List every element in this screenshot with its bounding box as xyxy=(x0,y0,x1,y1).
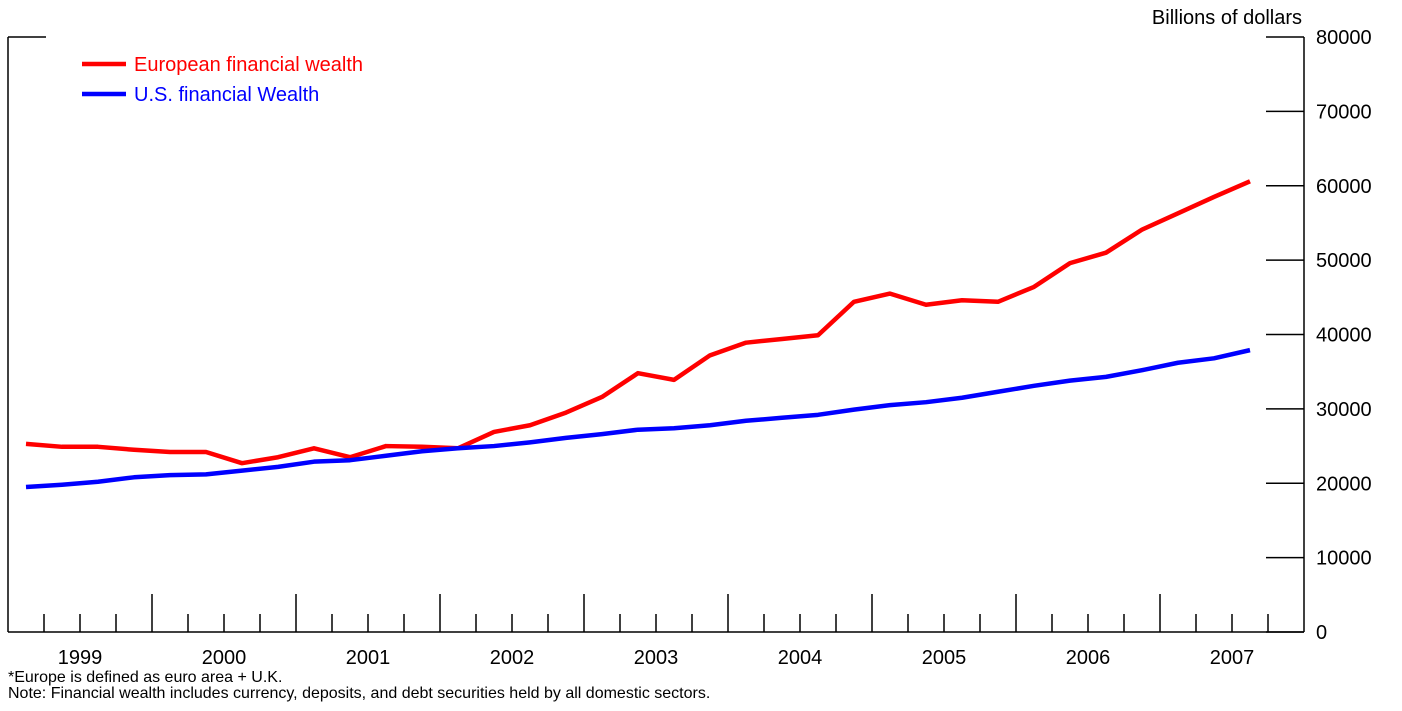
y-tick-label: 10000 xyxy=(1316,548,1372,570)
x-tick-label: 2001 xyxy=(346,647,391,669)
footnote: *Europe is defined as euro area + U.K. xyxy=(8,669,282,686)
y-tick-label: 60000 xyxy=(1316,176,1372,198)
x-tick-label: 2000 xyxy=(202,647,247,669)
x-tick-label: 1999 xyxy=(58,647,103,669)
legend-label: U.S. financial Wealth xyxy=(134,84,319,106)
x-tick-label: 2005 xyxy=(922,647,967,669)
data-line xyxy=(25,347,1251,490)
y-tick-label: 80000 xyxy=(1316,27,1372,49)
x-tick-label: 2007 xyxy=(1210,647,1255,669)
x-tick-label: 2003 xyxy=(634,647,679,669)
y-tick-label: 30000 xyxy=(1316,399,1372,421)
plot-area xyxy=(8,37,1304,632)
y-tick-label: 70000 xyxy=(1316,101,1372,123)
data-line xyxy=(25,179,1251,466)
legend-label: European financial wealth xyxy=(134,54,363,76)
y-tick-label: 0 xyxy=(1316,622,1327,644)
y-axis-label: Billions of dollars xyxy=(1152,7,1302,29)
footnote: Note: Financial wealth includes currency… xyxy=(8,685,710,702)
y-tick-label: 40000 xyxy=(1316,325,1372,347)
y-tick-label: 20000 xyxy=(1316,473,1372,495)
y-tick-label: 50000 xyxy=(1316,250,1372,272)
x-tick-label: 2002 xyxy=(490,647,535,669)
x-tick-label: 2004 xyxy=(778,647,823,669)
x-tick-label: 2006 xyxy=(1066,647,1111,669)
